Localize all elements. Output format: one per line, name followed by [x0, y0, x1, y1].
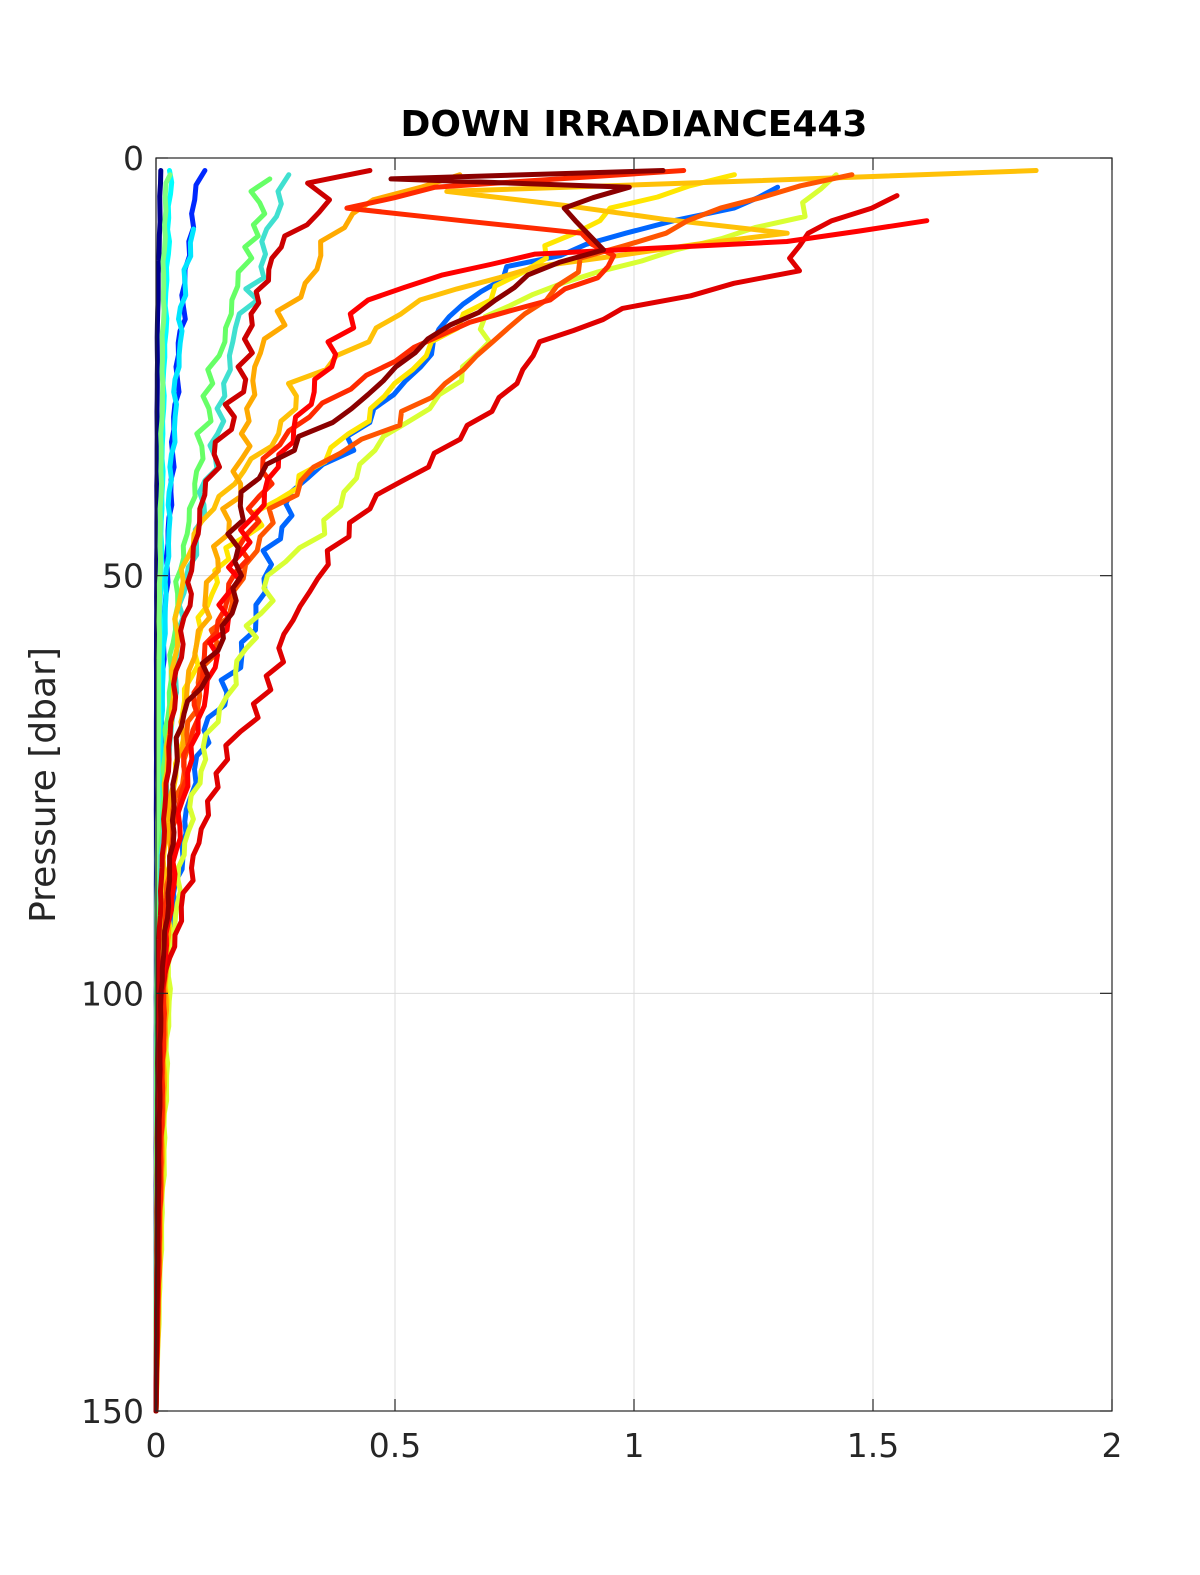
- series-line-8: [153, 184, 781, 1414]
- series-line-15: [153, 193, 900, 1414]
- chart-title: DOWN IRRADIANCE443: [401, 104, 868, 145]
- series-line-16: [153, 218, 930, 1414]
- series-line-11: [153, 168, 1039, 1414]
- y-tick-label: 50: [102, 557, 144, 596]
- y-tick-label: 150: [81, 1392, 144, 1431]
- x-tick-label: 1: [624, 1426, 645, 1465]
- series-line-13: [153, 172, 855, 1414]
- y-axis-label: Pressure [dbar]: [23, 647, 64, 923]
- x-tick-label: 0: [146, 1426, 167, 1465]
- y-tick-label: 0: [123, 139, 144, 178]
- x-tick-label: 0.5: [369, 1426, 421, 1465]
- y-tick-label: 100: [81, 974, 144, 1013]
- series-line-18: [153, 168, 666, 1414]
- series-line-12: [153, 172, 463, 1414]
- x-tick-label: 1.5: [847, 1426, 899, 1465]
- grid: [156, 158, 1112, 1411]
- ticks: 0 0.5 1 1.5 2 0 50 100 150: [81, 139, 1123, 1465]
- series-line-14: [153, 168, 687, 1414]
- x-tick-label: 2: [1102, 1426, 1123, 1465]
- series-layer: [153, 168, 1039, 1414]
